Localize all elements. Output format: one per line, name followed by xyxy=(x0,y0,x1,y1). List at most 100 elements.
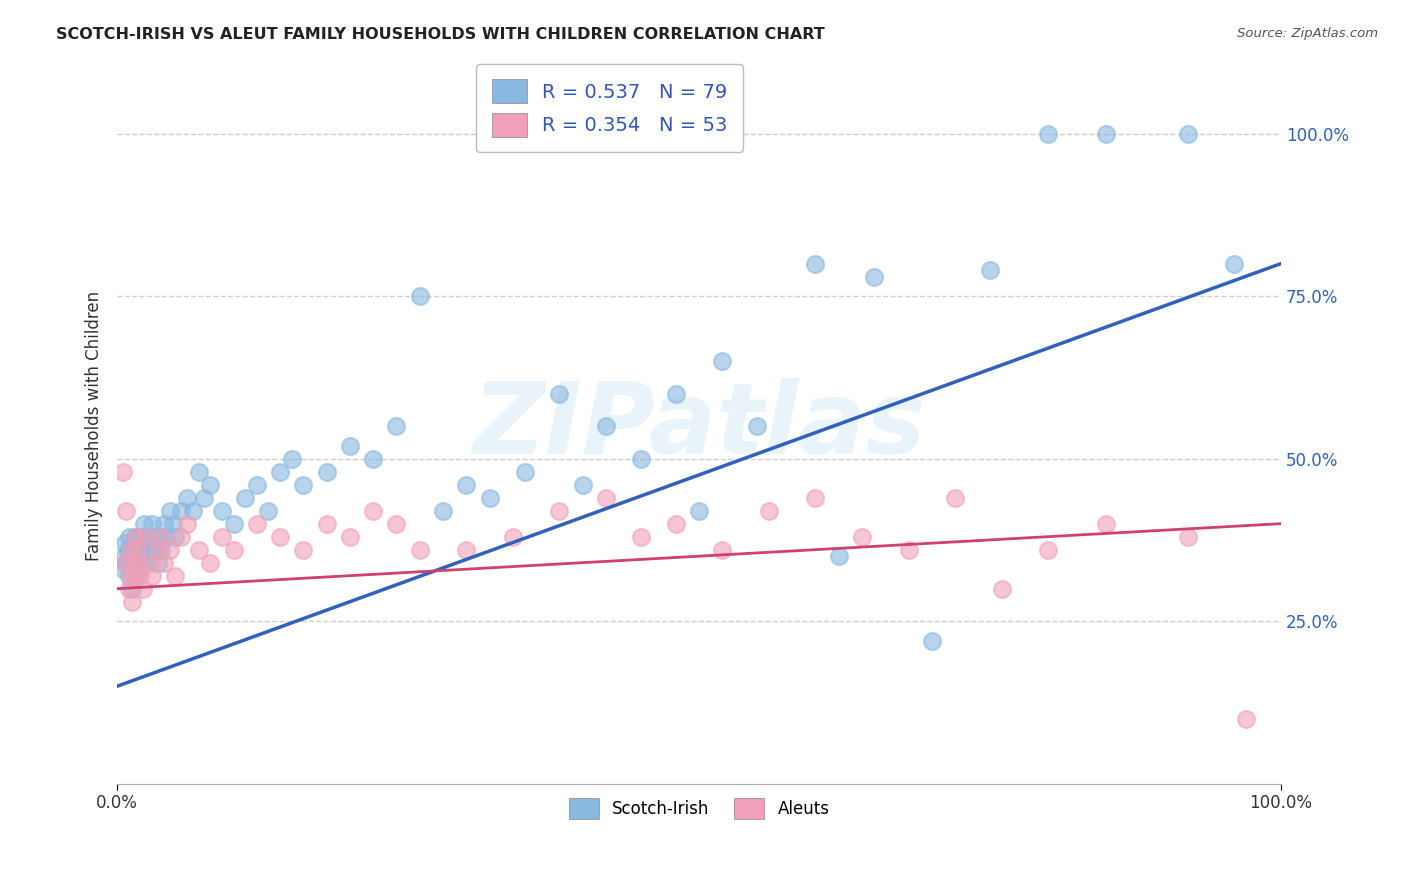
Point xyxy=(187,542,209,557)
Legend: Scotch-Irish, Aleuts: Scotch-Irish, Aleuts xyxy=(562,792,837,825)
Point xyxy=(828,549,851,564)
Point xyxy=(315,516,337,531)
Point xyxy=(711,354,734,368)
Point xyxy=(630,530,652,544)
Point xyxy=(125,568,148,582)
Point xyxy=(257,503,280,517)
Point xyxy=(200,556,222,570)
Point xyxy=(117,542,139,557)
Point xyxy=(513,465,536,479)
Point xyxy=(127,556,149,570)
Point xyxy=(233,491,256,505)
Point xyxy=(125,542,148,557)
Point xyxy=(281,451,304,466)
Point xyxy=(979,263,1001,277)
Point xyxy=(688,503,710,517)
Point xyxy=(159,542,181,557)
Point xyxy=(170,530,193,544)
Point xyxy=(385,516,408,531)
Point xyxy=(246,516,269,531)
Point xyxy=(129,568,152,582)
Point xyxy=(193,491,215,505)
Point xyxy=(339,439,361,453)
Point xyxy=(121,595,143,609)
Point xyxy=(711,542,734,557)
Point xyxy=(339,530,361,544)
Point xyxy=(132,530,155,544)
Point xyxy=(150,530,173,544)
Point xyxy=(111,562,134,576)
Point xyxy=(222,542,245,557)
Point xyxy=(409,542,432,557)
Point xyxy=(142,542,165,557)
Point xyxy=(127,556,149,570)
Point xyxy=(187,465,209,479)
Point xyxy=(162,516,184,531)
Point xyxy=(630,451,652,466)
Point xyxy=(246,477,269,491)
Point xyxy=(146,556,169,570)
Point xyxy=(804,256,827,270)
Point xyxy=(135,530,157,544)
Text: SCOTCH-IRISH VS ALEUT FAMILY HOUSEHOLDS WITH CHILDREN CORRELATION CHART: SCOTCH-IRISH VS ALEUT FAMILY HOUSEHOLDS … xyxy=(56,27,825,42)
Point xyxy=(125,530,148,544)
Point xyxy=(152,516,174,531)
Point xyxy=(141,516,163,531)
Point xyxy=(141,568,163,582)
Point xyxy=(804,491,827,505)
Point xyxy=(211,503,233,517)
Point xyxy=(862,269,884,284)
Point xyxy=(595,419,617,434)
Point xyxy=(125,530,148,544)
Point xyxy=(943,491,966,505)
Point xyxy=(124,530,146,544)
Point xyxy=(165,530,187,544)
Point xyxy=(155,530,177,544)
Point xyxy=(222,516,245,531)
Point xyxy=(1177,127,1199,141)
Point xyxy=(138,542,160,557)
Point xyxy=(990,582,1012,596)
Point xyxy=(115,556,138,570)
Point xyxy=(292,542,315,557)
Point xyxy=(139,530,162,544)
Point xyxy=(159,503,181,517)
Point xyxy=(122,556,145,570)
Point xyxy=(571,477,593,491)
Point xyxy=(548,503,571,517)
Point xyxy=(200,477,222,491)
Point xyxy=(124,556,146,570)
Point xyxy=(361,503,384,517)
Point xyxy=(176,516,198,531)
Point xyxy=(409,289,432,303)
Point xyxy=(112,549,135,564)
Point xyxy=(269,530,291,544)
Point xyxy=(269,465,291,479)
Point xyxy=(118,582,141,596)
Point xyxy=(758,503,780,517)
Point xyxy=(385,419,408,434)
Point xyxy=(595,491,617,505)
Y-axis label: Family Households with Children: Family Households with Children xyxy=(86,291,103,561)
Point xyxy=(165,568,187,582)
Point xyxy=(150,542,173,557)
Point xyxy=(315,465,337,479)
Point xyxy=(132,516,155,531)
Point xyxy=(152,556,174,570)
Point xyxy=(361,451,384,466)
Point xyxy=(851,530,873,544)
Point xyxy=(502,530,524,544)
Point xyxy=(1234,712,1257,726)
Point xyxy=(665,386,688,401)
Point xyxy=(1095,516,1118,531)
Point xyxy=(211,530,233,544)
Point xyxy=(292,477,315,491)
Point xyxy=(148,530,170,544)
Point xyxy=(170,503,193,517)
Point xyxy=(136,556,159,570)
Point xyxy=(747,419,769,434)
Point xyxy=(131,549,153,564)
Point xyxy=(145,542,167,557)
Point xyxy=(548,386,571,401)
Text: ZIPatlas: ZIPatlas xyxy=(472,377,925,475)
